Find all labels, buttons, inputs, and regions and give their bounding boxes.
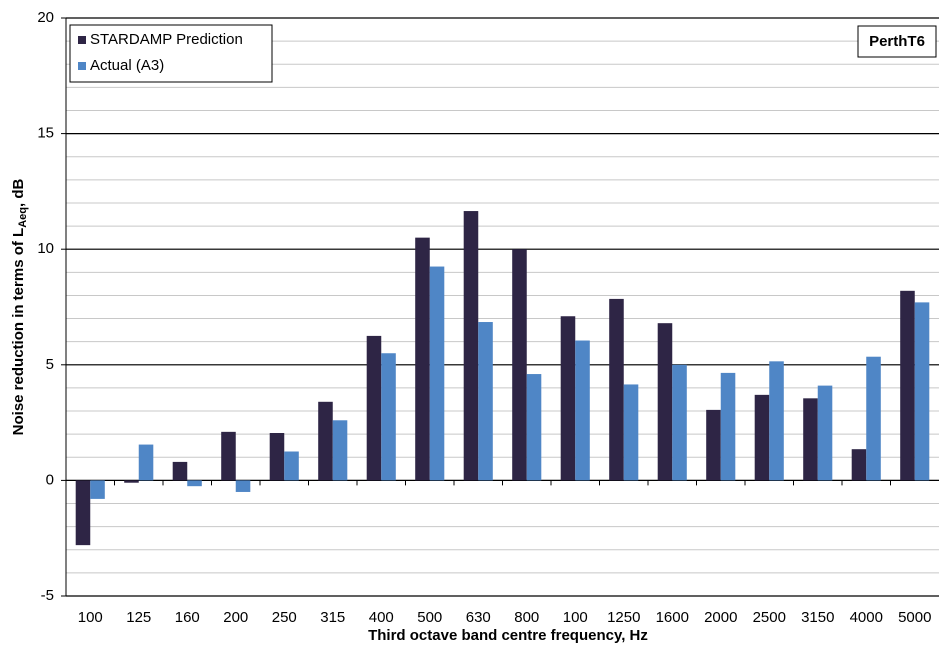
y-tick-label: -5 (41, 587, 54, 604)
y-axis-label: Noise reduction in terms of LAeq, dB (10, 179, 29, 436)
bar (381, 353, 396, 481)
bar (866, 356, 881, 481)
x-axis-label: Third octave band centre frequency, Hz (368, 627, 648, 644)
bar (366, 335, 382, 481)
bar (221, 431, 236, 481)
bar (657, 323, 673, 481)
y-tick-label: 10 (37, 240, 54, 257)
bar (720, 372, 736, 481)
x-tick-label: 160 (175, 609, 200, 626)
bar (269, 433, 285, 481)
x-tick-label: 200 (223, 609, 248, 626)
x-tick-label: 1600 (656, 609, 689, 626)
x-tick-label: 315 (320, 609, 345, 626)
legend-swatch (78, 62, 86, 70)
bar (623, 384, 639, 481)
x-tick-label: 2500 (753, 609, 786, 626)
x-tick-label: 500 (417, 609, 442, 626)
bar (609, 298, 624, 481)
bar (138, 444, 154, 481)
bar (754, 394, 770, 481)
bar (803, 398, 818, 481)
bar (124, 480, 139, 483)
x-tick-label: 4000 (850, 609, 883, 626)
bar (817, 385, 833, 481)
x-tick-label: 100 (563, 609, 588, 626)
annotation: PerthT6 (869, 33, 925, 50)
y-tick-label: 5 (46, 356, 54, 373)
bar (235, 480, 251, 492)
x-tick-label: 125 (126, 609, 151, 626)
y-tick-label: 0 (46, 471, 54, 488)
y-label-text: Noise reduction in terms of L (10, 228, 27, 436)
bar (478, 322, 493, 481)
bar (332, 420, 348, 481)
bar (172, 461, 188, 481)
bar (429, 266, 445, 481)
x-tick-label: 1250 (607, 609, 640, 626)
bar (415, 237, 430, 481)
y-tick-label: 20 (37, 9, 54, 26)
bar (463, 211, 479, 481)
x-tick-label: 800 (514, 609, 539, 626)
bar (575, 340, 590, 481)
y-label-subscript: Aeq (17, 207, 29, 228)
bar (914, 302, 930, 481)
x-tick-label: 630 (466, 609, 491, 626)
bar (75, 480, 91, 546)
x-tick-label: 400 (369, 609, 394, 626)
legend-label: STARDAMP Prediction (90, 31, 243, 48)
x-tick-label: 100 (78, 609, 103, 626)
x-tick-label: 5000 (898, 609, 931, 626)
bar (526, 374, 542, 481)
x-tick-label: 2000 (704, 609, 737, 626)
x-tick-label: 3150 (801, 609, 834, 626)
bar (318, 401, 333, 481)
bar (769, 361, 784, 481)
bar (512, 249, 527, 481)
bar (560, 316, 576, 481)
x-tick-label: 250 (272, 609, 297, 626)
bar (187, 480, 202, 487)
legend-swatch (78, 36, 86, 44)
bar (706, 409, 721, 481)
y-tick-label: 15 (37, 125, 54, 142)
y-label-suffix: , dB (10, 179, 27, 207)
bar (851, 449, 867, 481)
legend-label: Actual (A3) (90, 57, 164, 74)
bar (900, 290, 915, 481)
bar (90, 480, 105, 499)
bar (284, 451, 299, 481)
annotation-box (857, 25, 937, 58)
bar (672, 364, 687, 481)
legend-box (69, 24, 273, 83)
